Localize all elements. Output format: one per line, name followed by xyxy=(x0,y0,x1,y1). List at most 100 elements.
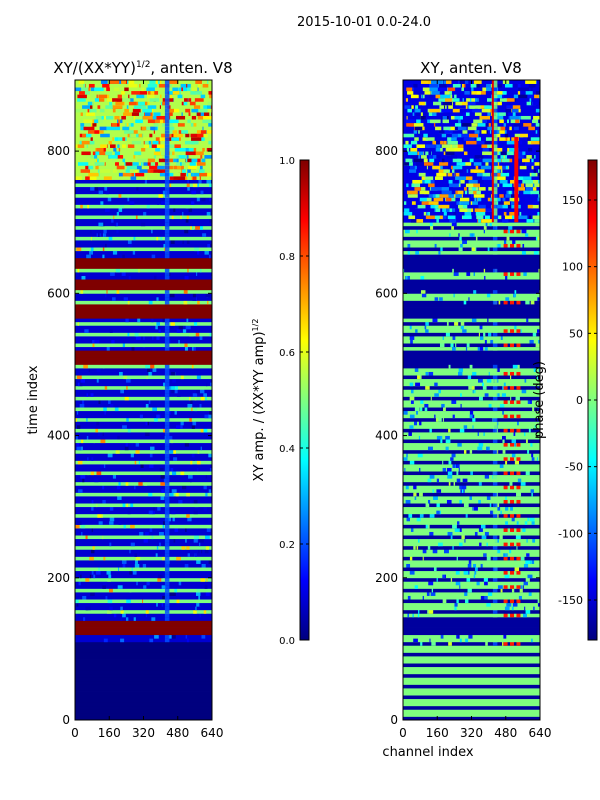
heatmap-cell xyxy=(422,595,424,600)
heatmap-cell xyxy=(133,104,142,109)
heatmap-cell xyxy=(77,144,85,148)
heatmap-cell xyxy=(99,97,105,102)
heatmap-cell xyxy=(425,503,430,508)
heatmap-cell xyxy=(424,161,434,166)
rfi-column-cell xyxy=(492,506,498,511)
heatmap-cell xyxy=(121,115,126,120)
heatmap-cell xyxy=(182,328,187,333)
rfi-column-cell xyxy=(492,492,498,497)
heatmap-row xyxy=(403,620,540,625)
heatmap-cell xyxy=(460,179,465,184)
heatmap-cell xyxy=(146,375,148,380)
heatmap-cell xyxy=(506,140,516,145)
amplitude-colorbar-label: XY amp. / (XX*YY amp)1/2 xyxy=(251,319,267,482)
heatmap-row xyxy=(403,560,540,564)
heatmap-cell xyxy=(88,172,99,177)
heatmap-cell xyxy=(139,414,143,419)
heatmap-cell xyxy=(127,240,132,244)
heatmap-cell xyxy=(95,428,99,433)
heatmap-cell xyxy=(441,158,445,163)
heatmap-row xyxy=(75,670,212,675)
heatmap-cell xyxy=(434,243,437,248)
heatmap-cell xyxy=(178,325,183,330)
heatmap-cell xyxy=(88,83,95,88)
heatmap-cell xyxy=(83,119,93,124)
heatmap-cell xyxy=(448,481,451,486)
heatmap-cell xyxy=(454,115,462,120)
heatmap-cell xyxy=(414,108,421,113)
heatmap-cell xyxy=(130,503,134,508)
heatmap-cell xyxy=(517,478,522,483)
heatmap-cell xyxy=(118,567,120,572)
heatmap-cell xyxy=(112,250,118,255)
heatmap-cell xyxy=(169,325,174,330)
heatmap-cell xyxy=(75,599,79,604)
heatmap-cell xyxy=(499,535,503,540)
heatmap-cell xyxy=(186,183,190,188)
heatmap-cell xyxy=(410,140,418,145)
heatmap-row xyxy=(75,232,212,237)
heatmap-cell xyxy=(428,80,432,84)
rfi-column-cell xyxy=(164,211,170,216)
heatmap-row xyxy=(75,485,212,490)
heatmap-cell xyxy=(460,403,462,408)
heatmap-cell xyxy=(114,407,119,412)
heatmap-cell xyxy=(522,243,525,248)
rfi-column-cell xyxy=(164,613,170,618)
heatmap-row xyxy=(75,709,212,714)
heatmap-cell xyxy=(529,517,535,522)
heatmap-cell xyxy=(525,471,530,476)
phase-spike-cell xyxy=(516,471,521,476)
heatmap-cell xyxy=(82,478,85,483)
heatmap-cell xyxy=(193,538,198,543)
heatmap-cell xyxy=(176,328,181,333)
heatmap-cell xyxy=(535,122,540,127)
rfi-column-cell xyxy=(164,225,170,230)
heatmap-row xyxy=(403,311,540,316)
heatmap-row xyxy=(75,311,212,316)
heatmap-row xyxy=(75,496,212,500)
heatmap-cell xyxy=(458,467,460,472)
heatmap-row xyxy=(403,538,540,543)
heatmap-cell xyxy=(170,467,174,472)
heatmap-cell xyxy=(531,154,535,159)
heatmap-cell xyxy=(532,407,535,412)
heatmap-cell xyxy=(528,147,533,152)
heatmap-cell xyxy=(87,471,90,476)
heatmap-cell xyxy=(194,396,197,401)
heatmap-cell xyxy=(186,154,189,159)
heatmap-cell xyxy=(420,407,423,412)
heatmap-cell xyxy=(455,581,461,586)
heatmap-cell xyxy=(458,232,460,237)
heatmap-row xyxy=(403,577,540,582)
heatmap-cell xyxy=(78,161,89,166)
heatmap-cell xyxy=(440,140,444,145)
heatmap-cell xyxy=(146,140,155,145)
heatmap-cell xyxy=(185,176,188,180)
heatmap-cell xyxy=(482,151,493,156)
phase-spike-cell xyxy=(510,328,515,333)
heatmap-cell xyxy=(411,200,417,205)
heatmap-cell xyxy=(443,168,450,173)
rfi-column-cell xyxy=(164,197,170,202)
heatmap-cell xyxy=(530,300,535,305)
heatmap-cell xyxy=(461,535,465,540)
heatmap-cell xyxy=(152,595,157,600)
heatmap-row xyxy=(75,261,212,266)
phase-spike-cell xyxy=(516,613,521,618)
heatmap-cell xyxy=(484,215,490,220)
heatmap-cell xyxy=(430,592,436,596)
heatmap-cell xyxy=(425,151,429,156)
heatmap-row xyxy=(403,474,540,479)
heatmap-row xyxy=(403,264,540,269)
heatmap-row xyxy=(403,556,540,561)
heatmap-cell xyxy=(436,510,440,515)
heatmap-cell xyxy=(471,318,477,323)
heatmap-row xyxy=(403,631,540,636)
phase-spike-cell xyxy=(516,442,521,447)
heatmap-cell xyxy=(423,133,428,138)
heatmap-cell xyxy=(486,496,491,500)
heatmap-cell xyxy=(193,499,198,504)
heatmap-cell xyxy=(170,161,175,166)
heatmap-cell xyxy=(438,97,446,102)
